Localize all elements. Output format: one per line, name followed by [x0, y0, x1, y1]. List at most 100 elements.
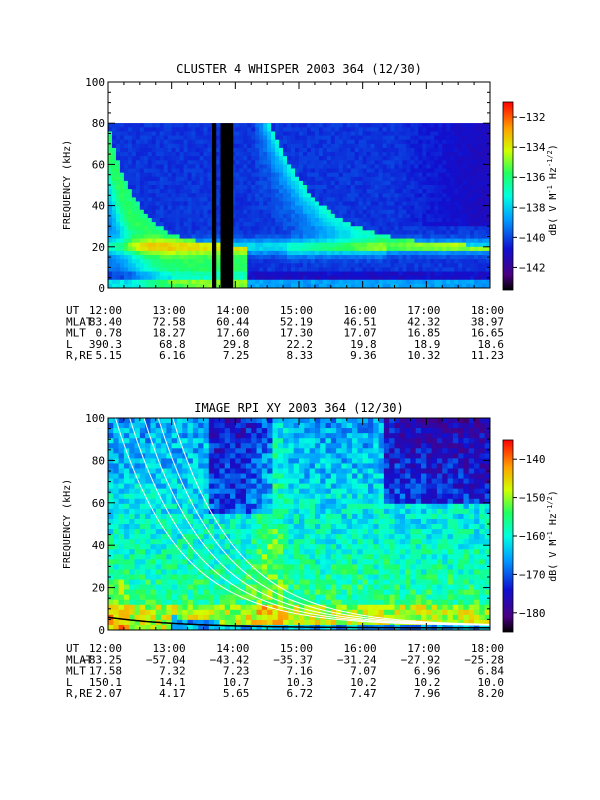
spectrogram-cell	[171, 205, 177, 211]
spectrogram-cell	[482, 283, 487, 288]
spectrogram-cell	[402, 143, 408, 149]
spectrogram-cell	[271, 172, 276, 178]
spectrogram-cell	[203, 559, 210, 565]
spectrogram-cell	[183, 160, 189, 165]
spectrogram-cell	[267, 189, 272, 194]
spectrogram-cell	[135, 279, 141, 285]
spectrogram-cell	[166, 428, 173, 434]
spectrogram-cell	[310, 213, 316, 219]
spectrogram-cell	[113, 564, 120, 571]
spectrogram-cell	[139, 529, 146, 535]
spectrogram-cell	[192, 453, 199, 459]
spectrogram-cell	[442, 230, 447, 236]
spectrogram-cell	[326, 185, 332, 190]
spectrogram-cell	[462, 156, 467, 161]
spectrogram-cell	[147, 263, 153, 268]
spectrogram-cell	[135, 131, 141, 137]
spectrogram-cell	[115, 267, 121, 273]
spectrogram-cell	[318, 143, 324, 149]
spectrogram-cell	[446, 131, 451, 137]
spectrogram-cell	[207, 147, 213, 153]
ephemeris-cell: 17.07	[344, 327, 377, 340]
spectrogram-cell	[108, 453, 114, 459]
spectrogram-cell	[279, 172, 284, 178]
spectrogram-cell	[187, 160, 193, 165]
spectrogram-cell	[119, 180, 125, 186]
spectrogram-cell	[295, 201, 300, 207]
spectrogram-cell	[214, 508, 221, 515]
spectrogram-cell	[167, 255, 173, 260]
spectrogram-cell	[176, 468, 183, 475]
spectrogram-cell	[342, 197, 348, 203]
spectrogram-cell	[422, 242, 427, 248]
panel1-colorbar-ticks: −132−134−136−138−140−142	[513, 111, 546, 274]
spectrogram-cell	[187, 478, 194, 485]
spectrogram-cell	[224, 584, 231, 591]
spectrogram-cell	[438, 213, 443, 219]
spectrogram-cell	[322, 176, 328, 182]
spectrogram-cell	[482, 246, 487, 252]
spectrogram-cell	[466, 275, 471, 281]
spectrogram-cell	[139, 508, 146, 515]
spectrogram-cell	[155, 564, 162, 571]
spectrogram-cell	[434, 152, 439, 157]
spectrogram-cell	[466, 201, 471, 207]
spectrogram-cell	[334, 205, 340, 211]
spectrogram-cell	[354, 283, 360, 288]
spectrogram-cell	[291, 205, 296, 211]
spectrogram-cell	[251, 135, 256, 141]
spectrogram-cell	[135, 283, 141, 288]
spectrogram-cell	[108, 513, 114, 520]
spectrogram-cell	[123, 443, 130, 449]
spectrogram-cell	[118, 589, 125, 596]
spectrogram-cell	[410, 230, 415, 236]
spectrogram-cell	[322, 271, 328, 277]
spectrogram-cell	[414, 271, 419, 277]
spectrogram-cell	[406, 123, 412, 128]
spectrogram-cell	[414, 230, 419, 236]
spectrogram-cell	[386, 238, 392, 244]
ephemeris-cell: 42.32	[407, 315, 440, 328]
spectrogram-cell	[214, 544, 221, 550]
spectrogram-cell	[155, 549, 162, 555]
spectrogram-cell	[175, 205, 181, 211]
spectrogram-cell	[478, 205, 483, 211]
spectrogram-cell	[182, 524, 189, 530]
spectrogram-cell	[310, 217, 316, 223]
spectrogram-cell	[398, 172, 404, 178]
spectrogram-cell	[450, 160, 455, 165]
spectrogram-cell	[111, 230, 117, 236]
spectrogram-cell	[350, 246, 356, 252]
spectrogram-cell	[150, 468, 157, 475]
spectrogram-cell	[318, 168, 324, 174]
spectrogram-cell	[470, 152, 475, 157]
spectrogram-cell	[203, 463, 210, 470]
spectrogram-cell	[191, 234, 197, 240]
spectrogram-cell	[291, 209, 296, 215]
spectrogram-cell	[195, 201, 201, 207]
spectrogram-cell	[394, 259, 400, 264]
spectrogram-cell	[354, 246, 360, 252]
spectrogram-cell	[143, 205, 149, 211]
spectrogram-cell	[410, 255, 415, 260]
spectrogram-cell	[147, 275, 153, 281]
spectrogram-cell	[454, 189, 459, 194]
spectrogram-cell	[458, 209, 463, 215]
spectrogram-cell	[446, 185, 451, 190]
spectrogram-cell	[235, 226, 240, 231]
spectrogram-cell	[119, 271, 125, 277]
spectrogram-cell	[119, 193, 125, 198]
spectrogram-cell	[287, 250, 292, 256]
spectrogram-cell	[374, 172, 380, 178]
spectrogram-cell	[358, 205, 364, 211]
spectrogram-cell	[478, 259, 483, 264]
spectrogram-cell	[145, 619, 152, 626]
spectrogram-cell	[139, 238, 145, 244]
spectrogram-cell	[358, 127, 364, 133]
spectrogram-cell	[271, 201, 276, 207]
spectrogram-cell	[446, 279, 451, 285]
spectrogram-cell	[219, 488, 226, 495]
spectrogram-cell	[291, 156, 296, 161]
spectrogram-cell	[123, 609, 130, 616]
spectrogram-cell	[159, 230, 165, 236]
